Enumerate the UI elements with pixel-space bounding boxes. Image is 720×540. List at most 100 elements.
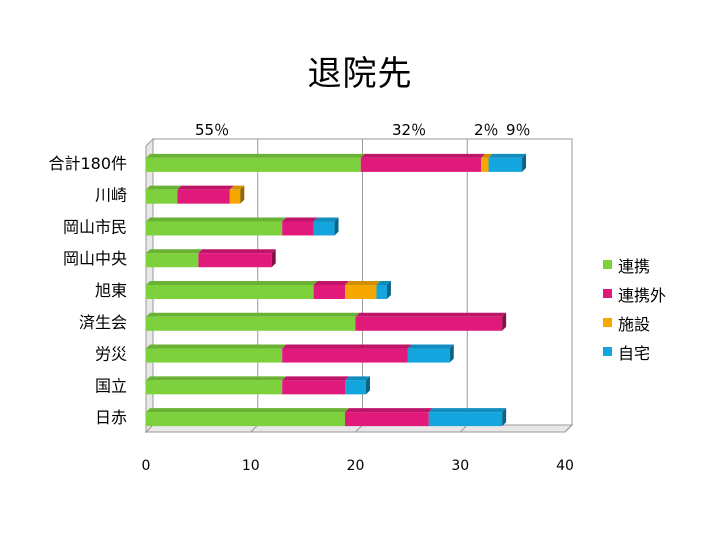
bar-end-cap xyxy=(449,344,454,363)
legend-item: 連携 xyxy=(603,250,666,279)
bar-segment xyxy=(198,253,272,268)
x-tick-label: 40 xyxy=(556,458,574,474)
bar-segment xyxy=(146,380,283,395)
bar-end-cap xyxy=(386,281,391,299)
legend-item: 施設 xyxy=(603,308,666,337)
bar-segment xyxy=(146,412,346,427)
bar-segment-top xyxy=(198,249,276,254)
bar-segment-top xyxy=(355,312,507,317)
bar-segment-top xyxy=(488,153,527,158)
bar-segment xyxy=(282,221,314,236)
bar-segment-top xyxy=(376,281,391,285)
bar-end-cap xyxy=(522,153,527,172)
bar-segment xyxy=(146,285,314,299)
bar-segment xyxy=(177,189,230,204)
bar-segment-top xyxy=(481,153,493,158)
bar-segment xyxy=(313,221,335,236)
legend-label: 自宅 xyxy=(618,343,651,363)
percent-label-renkeigai: 32％ xyxy=(392,121,427,139)
gridline-floor xyxy=(564,424,573,433)
category-label: 岡山中央 xyxy=(63,249,127,268)
bar-end-cap xyxy=(334,217,339,236)
x-tick-label: 10 xyxy=(242,458,260,474)
bar-segment xyxy=(146,316,356,331)
chart-legend: 連携 連携外 施設 自宅 xyxy=(603,250,666,366)
bar-end-cap xyxy=(271,249,276,268)
gridline-floor xyxy=(459,424,468,433)
bar-segment xyxy=(229,189,241,204)
bar-segment xyxy=(313,285,346,299)
bar-segment xyxy=(376,285,387,299)
bar-segment-top xyxy=(345,281,381,285)
bar-segment-top xyxy=(146,376,287,381)
bar-end-cap xyxy=(365,376,370,395)
category-label: 旭東 xyxy=(95,281,127,300)
legend-label: 施設 xyxy=(618,314,651,334)
bar-segment-top xyxy=(146,312,360,317)
bar-end-cap xyxy=(240,185,245,204)
category-label: 済生会 xyxy=(79,313,127,332)
bar-segment-top xyxy=(407,344,454,349)
bar-end-cap xyxy=(502,408,507,427)
bar-segment xyxy=(146,157,361,172)
bar-segment xyxy=(146,348,283,363)
bar-segment-top xyxy=(177,185,234,190)
category-label: 岡山市民 xyxy=(63,217,127,236)
bar-segment-top xyxy=(313,281,350,285)
gridline-floor xyxy=(250,424,259,433)
bar-segment xyxy=(345,412,429,427)
legend-swatch xyxy=(603,260,612,269)
legend-label: 連携 xyxy=(618,256,651,276)
legend-swatch xyxy=(603,318,612,327)
percent-label-shisetsu: 2％ xyxy=(474,121,499,139)
bar-segment xyxy=(488,157,523,172)
bar-segment-top xyxy=(146,185,182,190)
bar-segment-top xyxy=(313,217,339,222)
percent-labels-row: 55％ 32％ 2％ 9％ xyxy=(0,119,720,139)
chart-title: 退院先 xyxy=(307,54,413,94)
x-tick-label: 30 xyxy=(451,458,469,474)
legend-label: 連携外 xyxy=(618,285,667,305)
category-label: 合計180件 xyxy=(48,154,127,173)
bar-segment xyxy=(282,348,408,363)
legend-item: 自宅 xyxy=(603,337,666,366)
x-tick-label: 0 xyxy=(142,458,151,474)
gridline-floor xyxy=(355,424,363,433)
legend-item: 連携外 xyxy=(603,279,666,308)
x-tick-label: 20 xyxy=(347,458,365,474)
category-label: 川崎 xyxy=(95,186,127,205)
percent-label-jitaku: 9％ xyxy=(506,121,531,139)
bar-segment-top xyxy=(282,344,412,349)
bar-segment xyxy=(355,316,503,331)
bar-segment xyxy=(146,221,283,236)
bar-segment-top xyxy=(146,281,318,285)
legend-swatch xyxy=(603,347,612,356)
bar-segment-top xyxy=(282,376,350,381)
bar-segment xyxy=(146,189,178,204)
bar-segment xyxy=(345,380,366,395)
bar-segment xyxy=(481,157,489,172)
bar-segment-top xyxy=(146,217,287,222)
bar-segment-top xyxy=(282,217,318,222)
bar-segment-top xyxy=(146,344,287,349)
bar-segment-top xyxy=(345,408,433,413)
category-label: 日赤 xyxy=(95,408,127,427)
legend-swatch xyxy=(603,289,612,298)
bar-segment xyxy=(407,348,450,363)
percent-label-renkei: 55％ xyxy=(195,121,230,139)
bar-end-cap xyxy=(502,312,507,331)
bar-segment-top xyxy=(345,376,370,381)
bar-segment-top xyxy=(146,153,365,158)
bar-segment xyxy=(345,285,377,299)
bar-segment-top xyxy=(360,153,486,158)
bar-segment-top xyxy=(146,408,350,413)
bar-segment-top xyxy=(229,185,245,190)
category-label: 国立 xyxy=(95,376,127,395)
bar-segment xyxy=(282,380,346,395)
bar-segment-top xyxy=(146,249,203,254)
bar-segment-top xyxy=(428,408,507,413)
category-label: 労災 xyxy=(95,345,127,364)
bar-segment xyxy=(428,412,503,427)
bar-segment xyxy=(146,253,199,268)
